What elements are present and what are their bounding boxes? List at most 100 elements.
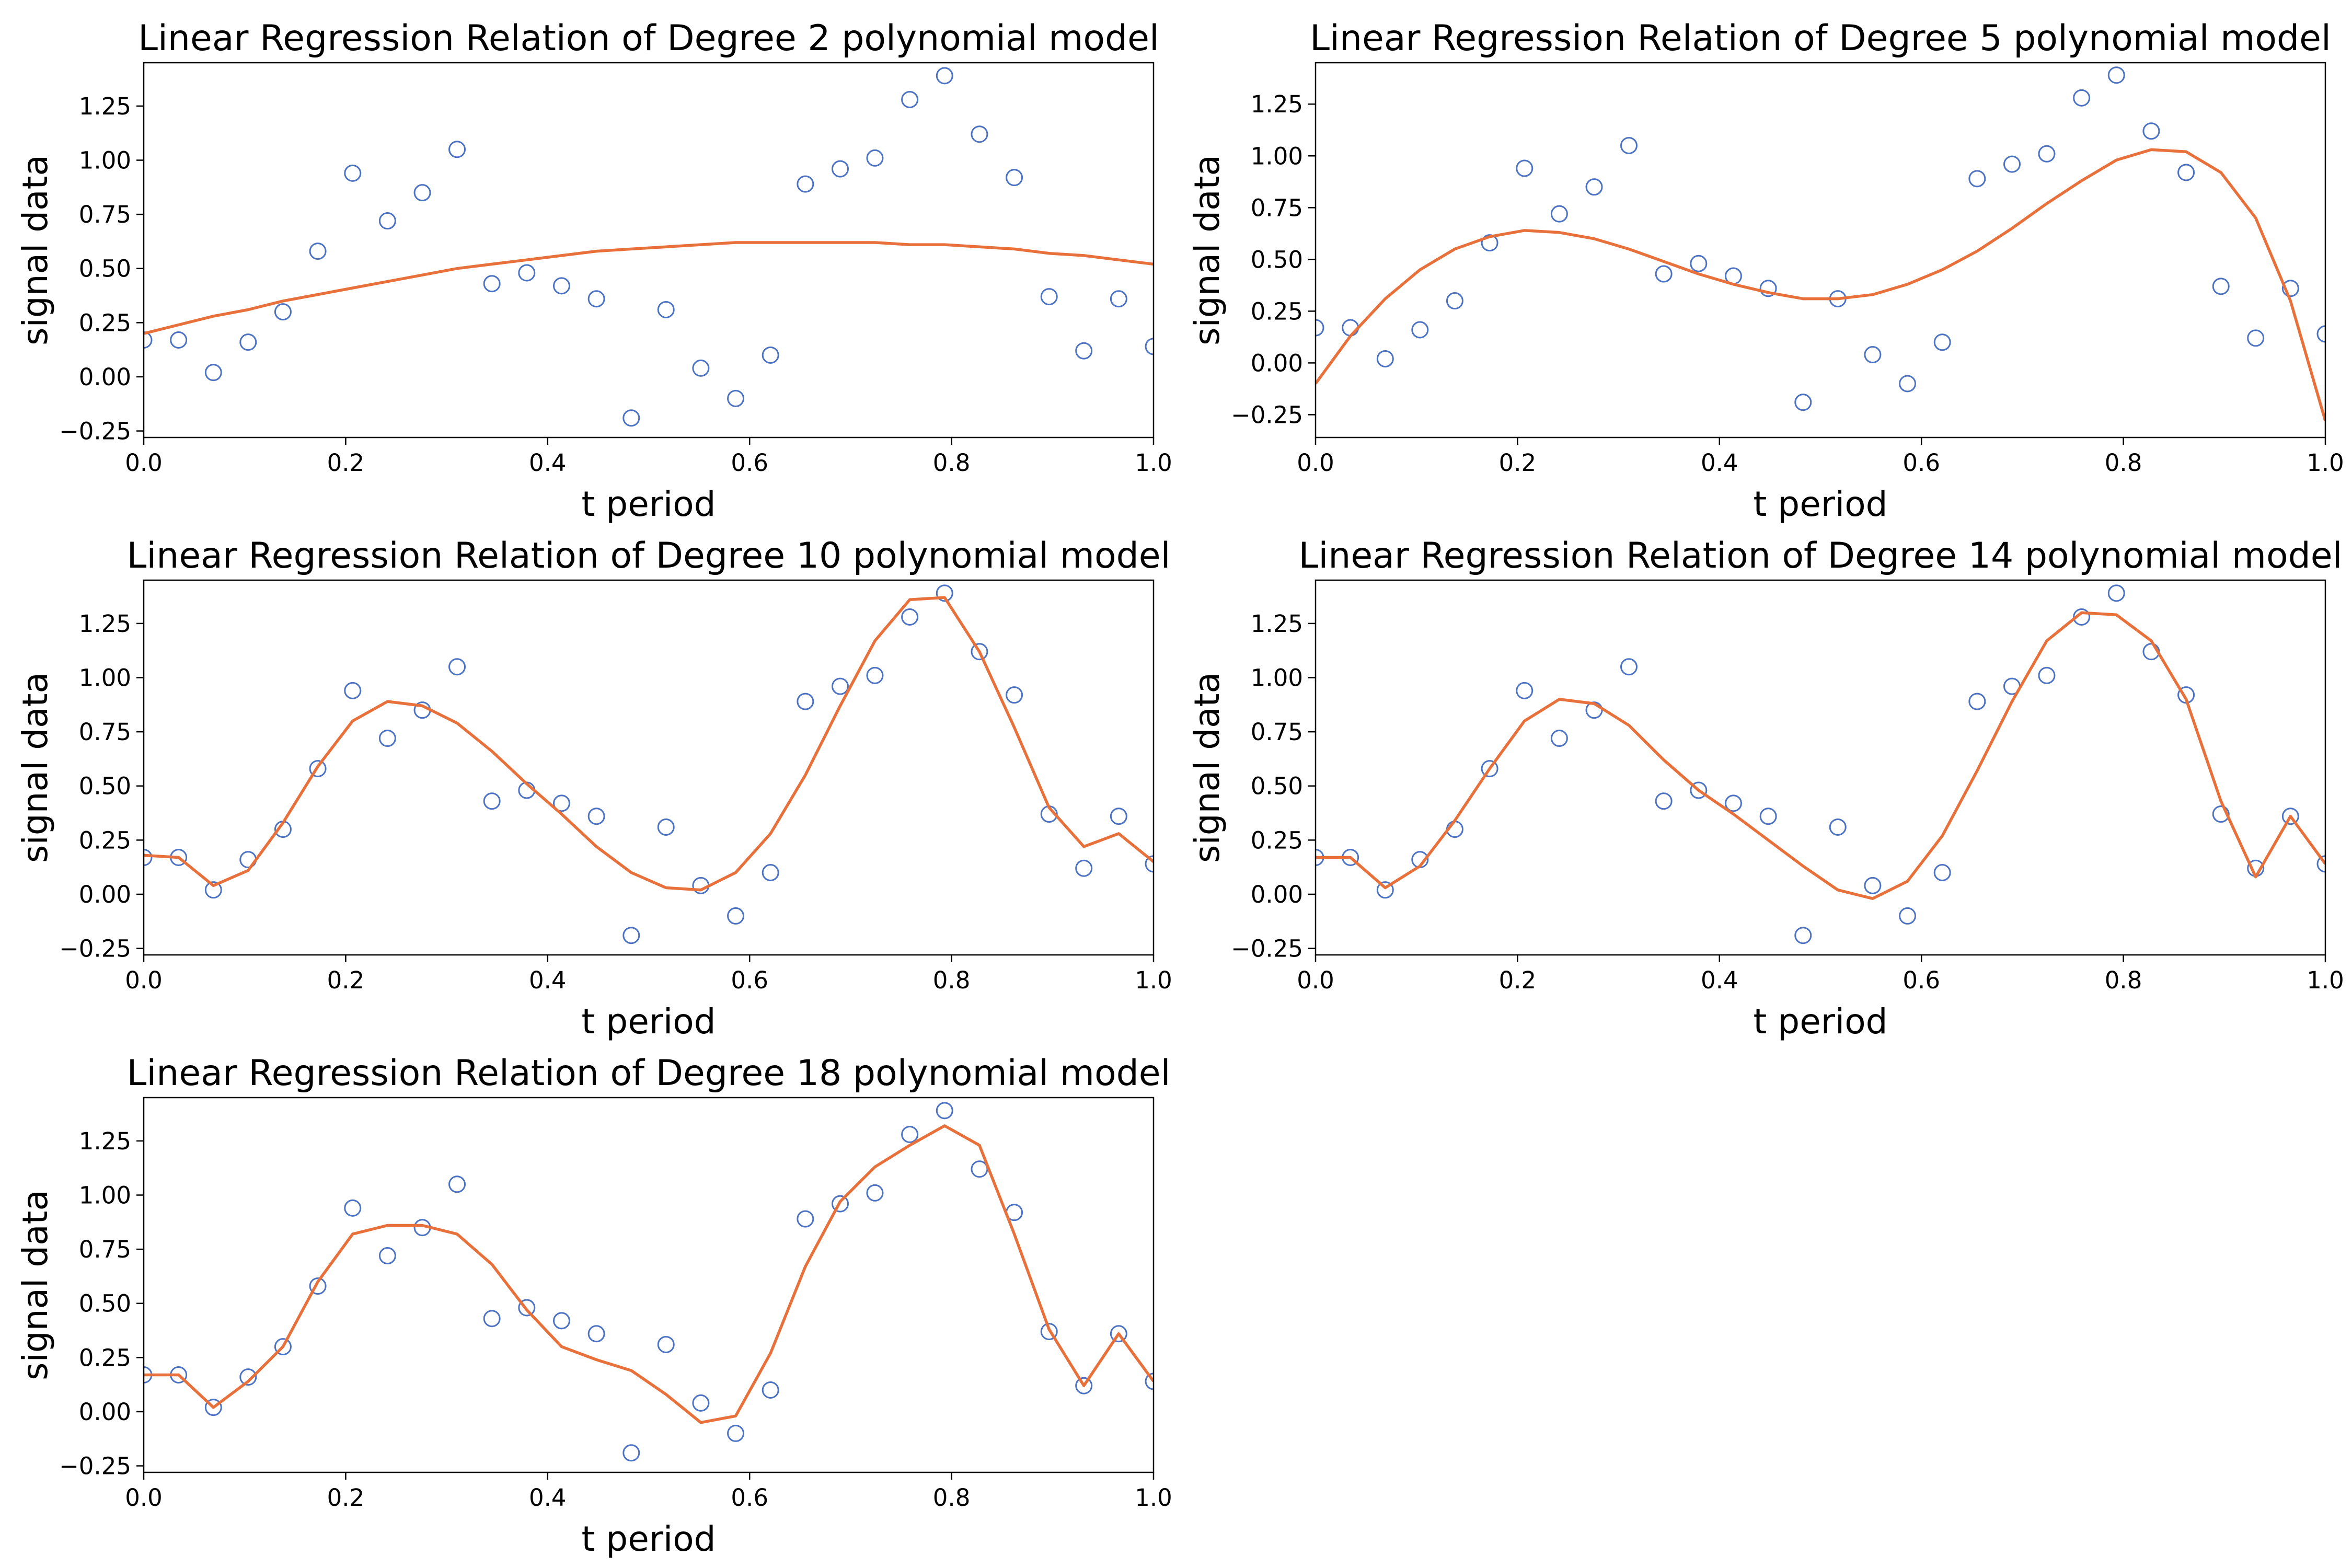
data-point	[797, 1210, 814, 1228]
data-point	[762, 1381, 779, 1399]
data-point	[1933, 333, 1951, 351]
data-point	[1794, 394, 1812, 411]
data-point	[1620, 136, 1638, 154]
data-point	[762, 864, 779, 882]
data-point	[2107, 584, 2125, 602]
x-axis-label: t period	[581, 1001, 716, 1042]
data-point	[2212, 278, 2230, 295]
data-point	[344, 164, 362, 182]
data-point	[901, 90, 919, 108]
data-point	[204, 1399, 222, 1416]
data-point	[204, 364, 222, 382]
y-tick-label: 0.50	[1251, 246, 1303, 273]
data-point	[144, 849, 153, 866]
x-tick-label: 1.0	[1135, 1484, 1172, 1512]
x-tick-label: 0.2	[1499, 966, 1537, 994]
data-point	[413, 184, 431, 202]
data-point	[866, 149, 884, 167]
data-point	[692, 359, 710, 377]
y-tick-label: 0.75	[1251, 718, 1303, 746]
x-tick-label: 0.2	[327, 966, 365, 994]
data-point	[587, 1325, 605, 1343]
chart-title: Linear Regression Relation of Degree 2 p…	[138, 18, 1159, 59]
data-point	[866, 666, 884, 684]
plot-area	[1316, 584, 2325, 944]
y-tick-label: −0.25	[1231, 935, 1303, 963]
y-tick-label: 1.25	[1251, 90, 1303, 118]
data-point	[1829, 818, 1847, 836]
data-point	[1620, 658, 1638, 676]
data-point	[622, 927, 640, 944]
y-tick-label: 0.75	[79, 1236, 131, 1263]
chart-title: Linear Regression Relation of Degree 18 …	[126, 1053, 1170, 1094]
x-tick-label: 0.0	[125, 449, 163, 477]
y-axis-label: signal data	[15, 672, 55, 863]
y-tick-label: 0.75	[1251, 194, 1303, 222]
fit-line	[1316, 611, 2325, 900]
data-point	[2038, 145, 2056, 163]
data-point	[2073, 608, 2091, 626]
chart-title: Linear Regression Relation of Degree 10 …	[126, 535, 1170, 577]
y-tick-label: 0.25	[79, 826, 131, 854]
y-tick-label: 0.25	[1251, 826, 1303, 854]
data-point	[936, 67, 953, 85]
y-tick-label: 0.25	[1251, 297, 1303, 325]
data-point	[657, 818, 675, 836]
data-point	[866, 1184, 884, 1202]
data-point	[1794, 927, 1812, 944]
data-point	[1899, 375, 1917, 393]
data-point	[1899, 907, 1917, 925]
y-tick-label: 1.00	[79, 1182, 131, 1209]
data-point	[448, 1175, 466, 1193]
data-point	[1550, 730, 1568, 747]
fit-line	[144, 241, 1154, 335]
subplot-4: Linear Regression Relation of Degree 14 …	[1187, 535, 2344, 1042]
y-tick-label: 1.00	[1251, 664, 1303, 692]
data-point	[1655, 792, 1673, 810]
x-tick-label: 0.4	[1701, 966, 1738, 994]
y-axis-label: signal data	[1187, 672, 1227, 863]
data-point	[2281, 280, 2299, 297]
x-tick-label: 0.8	[2105, 966, 2142, 994]
y-tick-label: 0.25	[79, 1344, 131, 1371]
y-tick-label: 1.00	[79, 664, 131, 692]
data-point	[483, 1310, 501, 1328]
x-tick-label: 0.6	[731, 966, 768, 994]
data-point	[378, 1247, 396, 1265]
x-tick-label: 0.6	[1903, 449, 1940, 477]
y-tick-label: 0.00	[1251, 881, 1303, 908]
data-point	[901, 608, 919, 626]
y-tick-label: 0.25	[79, 309, 131, 337]
data-point	[971, 125, 988, 143]
y-tick-label: 0.50	[79, 1290, 131, 1318]
y-tick-label: 1.25	[79, 610, 131, 638]
data-point	[797, 693, 814, 710]
data-point	[518, 1299, 536, 1317]
data-point	[344, 682, 362, 699]
data-point	[2316, 325, 2325, 343]
data-point	[309, 760, 327, 778]
x-tick-label: 0.4	[1701, 449, 1738, 477]
data-point	[1724, 794, 1742, 812]
data-point	[2212, 805, 2230, 823]
data-point	[587, 290, 605, 308]
fit-line	[1316, 148, 2325, 422]
data-point	[1110, 1325, 1127, 1343]
data-point	[2107, 66, 2125, 84]
x-tick-label: 1.0	[2307, 966, 2344, 994]
data-point	[239, 1368, 257, 1386]
data-point	[1316, 319, 1324, 337]
data-point	[832, 677, 849, 695]
data-point	[552, 794, 570, 812]
data-point	[1968, 170, 1986, 188]
x-tick-label: 1.0	[1135, 966, 1172, 994]
data-point	[1075, 342, 1093, 360]
data-point	[901, 1125, 919, 1143]
y-tick-label: 0.50	[79, 773, 131, 800]
data-point	[1446, 292, 1463, 310]
data-point	[657, 1335, 675, 1353]
data-point	[1690, 781, 1708, 799]
data-point	[483, 792, 501, 810]
data-point	[1342, 319, 1359, 337]
data-point	[797, 175, 814, 193]
